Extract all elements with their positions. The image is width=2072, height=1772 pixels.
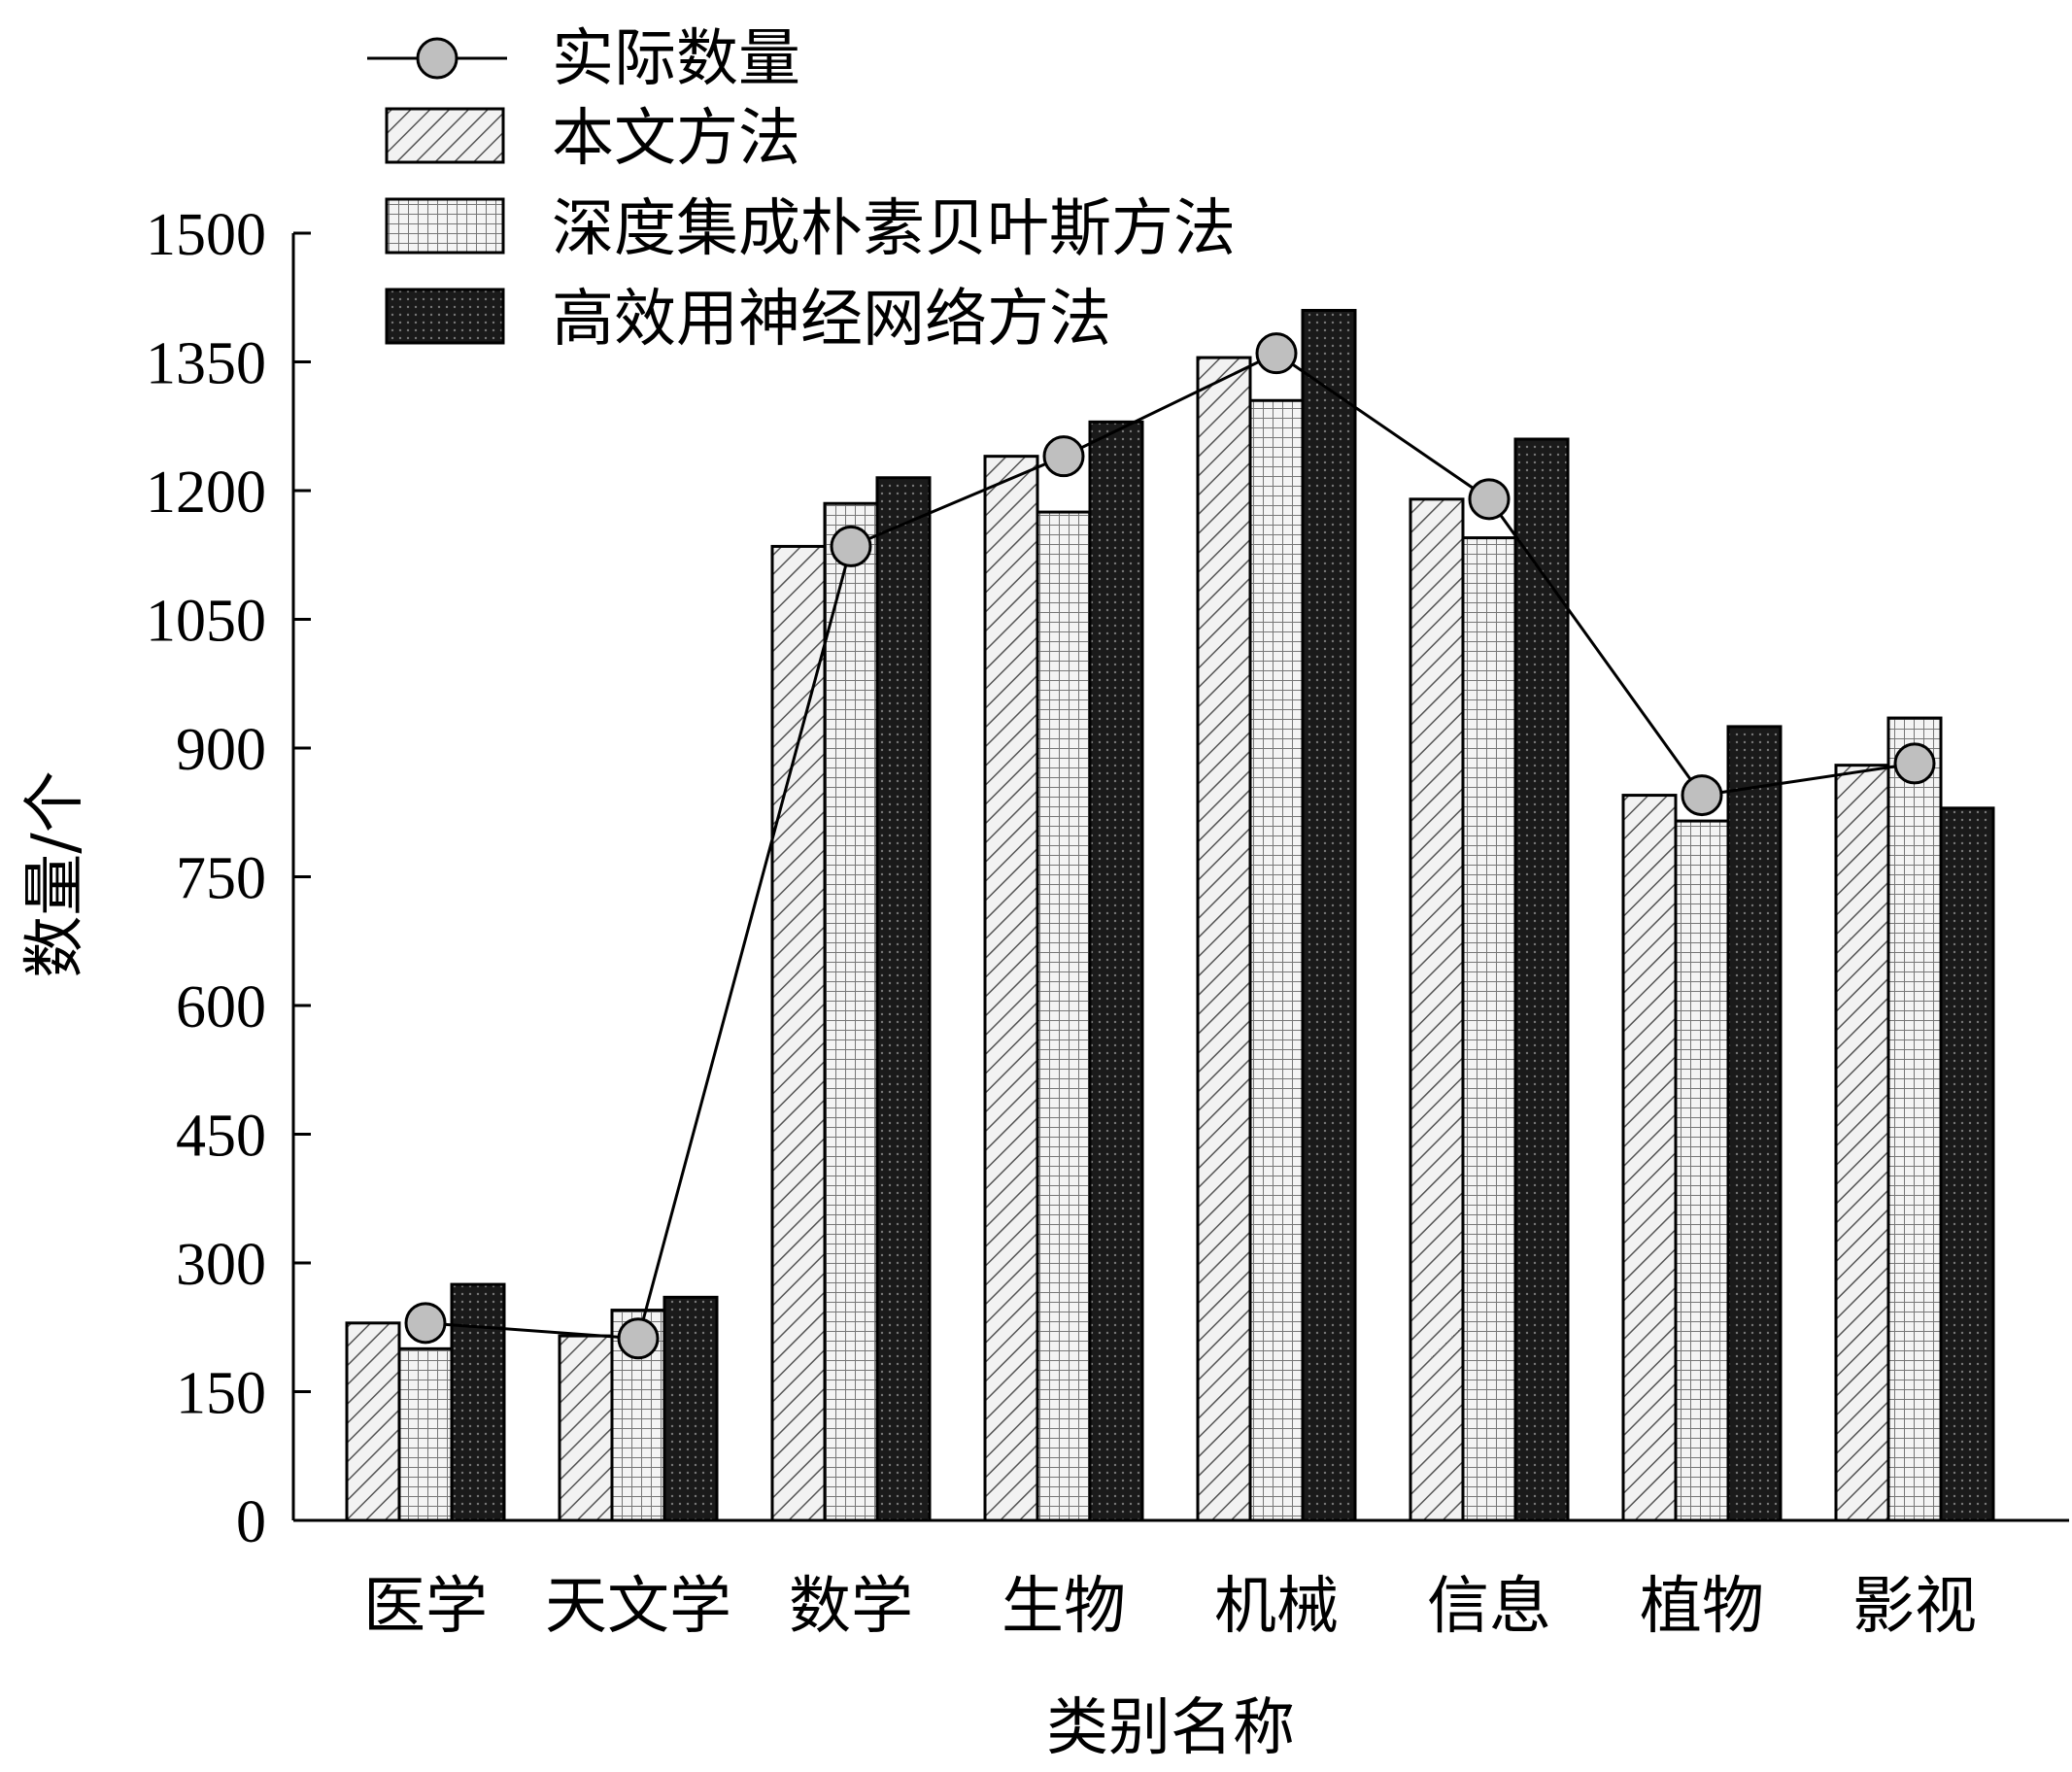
legend-item-neural-net: 高效用神经网络方法 <box>385 284 1111 356</box>
bar-1-数学 <box>770 544 827 1522</box>
legend: 实际数量 本文方法 深度集成朴素贝叶斯方法 高效用神经网络方法 <box>367 23 1236 356</box>
bar-2-机械 <box>1248 398 1305 1522</box>
actual-count-marker-影视 <box>1893 742 1936 785</box>
bar-1-生物 <box>983 455 1039 1522</box>
actual-count-marker-植物 <box>1681 774 1723 817</box>
legend-item-naive-bayes: 深度集成朴素贝叶斯方法 <box>385 193 1236 265</box>
x-category-label: 影视 <box>1852 1571 1977 1643</box>
bar-3-机械 <box>1301 309 1357 1522</box>
x-category-label: 机械 <box>1214 1571 1339 1643</box>
bar-3-影视 <box>1939 806 1995 1522</box>
x-category-label: 植物 <box>1640 1571 1764 1643</box>
bar-2-生物 <box>1036 510 1092 1522</box>
actual-count-marker-机械 <box>1255 332 1298 375</box>
bar-2-影视 <box>1886 716 1943 1522</box>
x-category-label: 天文学 <box>545 1571 731 1643</box>
legend-item-this-method: 本文方法 <box>385 103 800 175</box>
bars <box>345 309 1995 1522</box>
actual-count-line-series <box>404 332 1936 1360</box>
y-tick-label: 1350 <box>146 331 266 397</box>
y-tick-label: 300 <box>176 1232 266 1298</box>
x-category-label: 生物 <box>1002 1571 1126 1643</box>
y-tick-label: 0 <box>236 1489 266 1555</box>
y-tick-label: 150 <box>176 1361 266 1427</box>
bar-2-医学 <box>397 1346 454 1522</box>
bar-2-信息 <box>1461 536 1517 1522</box>
y-tick-label: 900 <box>176 717 266 783</box>
legend-swatch-this-method <box>385 107 505 164</box>
bar-3-生物 <box>1088 420 1144 1522</box>
actual-count-marker-数学 <box>830 525 872 567</box>
actual-count-marker-信息 <box>1468 478 1511 521</box>
bar-3-天文学 <box>662 1295 719 1522</box>
x-axis-title: 类别名称 <box>1046 1692 1295 1764</box>
x-category-label: 数学 <box>789 1571 913 1643</box>
legend-item-actual-count: 实际数量 <box>367 23 800 95</box>
bar-3-植物 <box>1726 725 1783 1522</box>
legend-label-actual-count: 实际数量 <box>552 23 800 95</box>
bar-1-机械 <box>1196 356 1252 1522</box>
y-tick-label: 1500 <box>146 202 266 268</box>
y-ticks: 0 150 300 450 600 750 900 1050 1200 1350 1500 <box>146 202 311 1555</box>
bar-2-植物 <box>1674 819 1730 1522</box>
bar-3-信息 <box>1513 437 1570 1522</box>
bar-1-医学 <box>345 1321 401 1522</box>
actual-count-line <box>425 351 1916 1341</box>
bar-1-信息 <box>1409 497 1465 1522</box>
y-tick-label: 1200 <box>146 460 266 526</box>
actual-count-marker-医学 <box>404 1302 447 1345</box>
actual-count-marker-天文学 <box>617 1317 660 1360</box>
x-category-label: 医学 <box>363 1571 488 1643</box>
x-category-label: 信息 <box>1427 1571 1551 1643</box>
category-labels: 医学 天文学 数学 生物 机械 信息 植物 影视 <box>363 1571 1977 1643</box>
y-tick-label: 450 <box>176 1104 266 1170</box>
y-tick-label: 750 <box>176 846 266 912</box>
bar-3-医学 <box>450 1282 506 1522</box>
legend-label-naive-bayes: 深度集成朴素贝叶斯方法 <box>552 193 1236 265</box>
legend-label-this-method: 本文方法 <box>552 103 800 175</box>
bar-2-数学 <box>823 501 879 1522</box>
bar-3-数学 <box>875 476 932 1522</box>
bar-1-影视 <box>1834 764 1890 1522</box>
legend-label-neural-net: 高效用神经网络方法 <box>552 284 1111 356</box>
legend-swatch-neural-net <box>385 288 505 345</box>
axes <box>291 233 2069 1522</box>
y-tick-label: 600 <box>176 974 266 1040</box>
bar-1-植物 <box>1621 794 1678 1522</box>
y-axis-title: 数量/个 <box>19 770 91 978</box>
actual-count-marker-生物 <box>1042 435 1085 478</box>
bar-1-天文学 <box>558 1334 614 1522</box>
y-tick-label: 1050 <box>146 589 266 655</box>
legend-swatch-naive-bayes <box>385 197 505 255</box>
